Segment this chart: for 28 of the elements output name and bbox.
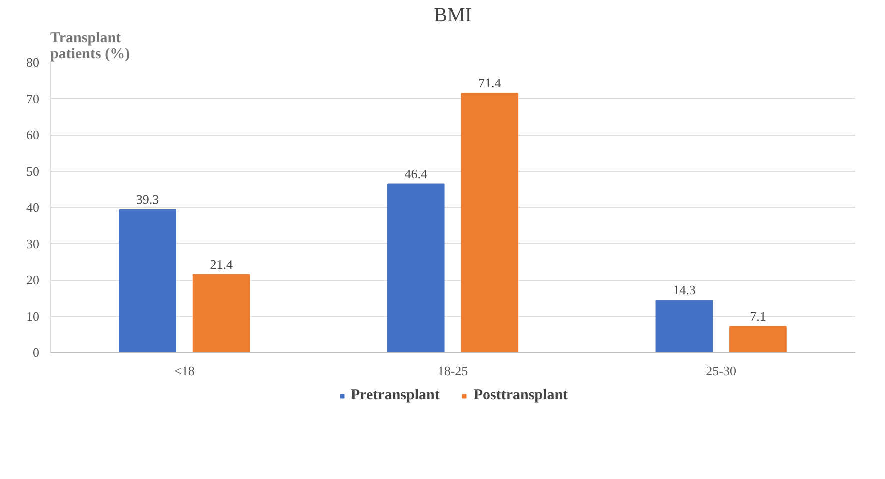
legend-label: Posttransplant [474,388,568,404]
data-label: 14.3 [673,282,696,298]
bar [119,210,176,352]
y-tick-label: 50 [26,164,40,179]
y-axis-title: Transplant patients (%) [50,30,130,62]
data-label: 7.1 [750,308,766,324]
y-tick-label: 20 [26,272,40,288]
chart-title: BMI [434,4,472,26]
bar [656,300,714,352]
data-label: 39.3 [136,192,160,208]
y-tick-label: 10 [26,308,40,324]
y-tick-label: 0 [33,345,40,360]
x-tick-label: 25-30 [706,364,737,378]
y-tick-label: 70 [26,91,40,106]
bar [461,93,519,352]
data-label: 46.4 [404,166,428,182]
x-tick-label: 18-25 [438,364,468,378]
bar [730,326,787,352]
bar [387,184,445,352]
y-tick-label: 80 [26,55,40,70]
y-tick-label: 40 [26,200,40,215]
y-tick-label: 30 [26,236,40,252]
bar [192,274,250,352]
x-tick-label: <18 [174,364,195,378]
legend-label: Pretransplant [350,388,440,404]
data-label: 21.4 [210,256,234,272]
data-label: 71.4 [478,76,502,91]
y-tick-label: 60 [26,128,40,142]
